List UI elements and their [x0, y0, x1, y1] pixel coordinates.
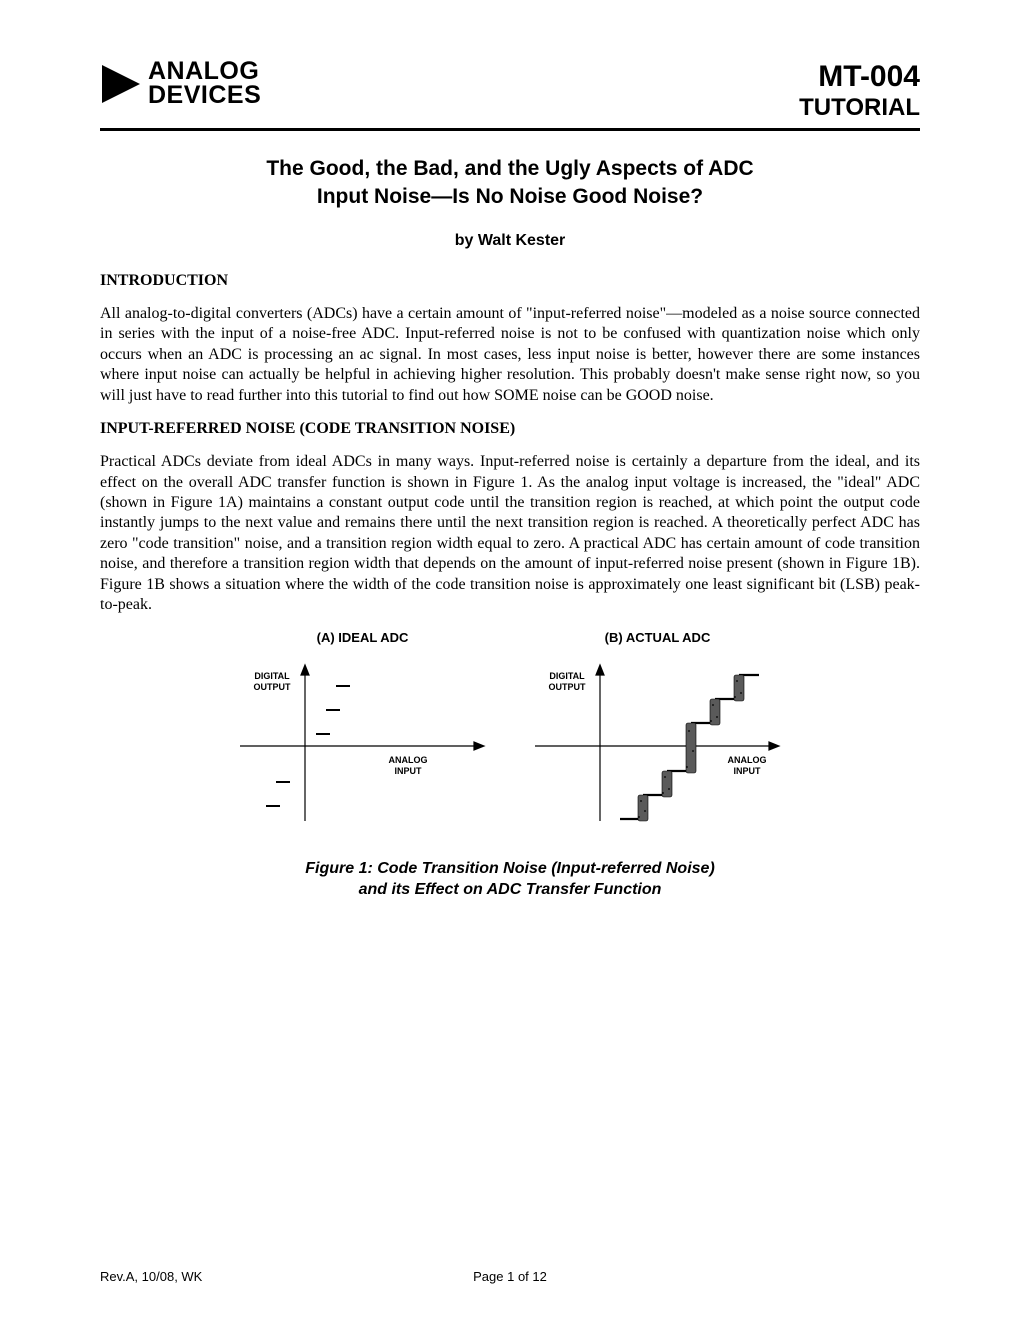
x-axis-label-l1: ANALOG	[389, 755, 428, 765]
y-axis-label-l1-b: DIGITAL	[549, 671, 585, 681]
y-axis-label-l1: DIGITAL	[254, 671, 290, 681]
y-axis-label-l2-b: OUTPUT	[549, 682, 587, 692]
brand-text: ANALOG DEVICES	[148, 60, 261, 108]
subplot-b: (B) ACTUAL ADC DIGITAL OUTPUT	[525, 630, 790, 841]
subplot-a-title: (A) IDEAL ADC	[230, 630, 495, 645]
doc-type: TUTORIAL	[799, 94, 920, 122]
section-heading-noise: INPUT-REFERRED NOISE (CODE TRANSITION NO…	[100, 420, 920, 438]
section-heading-intro: INTRODUCTION	[100, 272, 920, 290]
noisy-steps	[620, 675, 759, 821]
x-axis-label-l2: INPUT	[395, 766, 423, 776]
x-axis-label-l2-b: INPUT	[734, 766, 762, 776]
fig-caption-l1: Figure 1: Code Transition Noise (Input-r…	[305, 860, 715, 877]
footer-center: Page 1 of 12	[100, 1269, 920, 1284]
actual-adc-plot: DIGITAL OUTPUT	[525, 651, 790, 841]
section2-paragraph: Practical ADCs deviate from ideal ADCs i…	[100, 452, 920, 616]
brand-line2: DEVICES	[148, 84, 261, 108]
logo-triangle-icon	[100, 63, 142, 105]
y-axis-label-l2: OUTPUT	[254, 682, 292, 692]
subplot-b-title: (B) ACTUAL ADC	[525, 630, 790, 645]
ideal-adc-plot: DIGITAL OUTPUT ANALOG	[230, 651, 495, 841]
paper-title: The Good, the Bad, and the Ugly Aspects …	[100, 155, 920, 212]
page-header: ANALOG DEVICES MT-004 TUTORIAL	[100, 60, 920, 128]
subplot-a: (A) IDEAL ADC DIGITAL OUTPUT	[230, 630, 495, 841]
header-divider	[100, 128, 920, 131]
intro-paragraph: All analog-to-digital converters (ADCs) …	[100, 304, 920, 406]
x-axis-label-l1-b: ANALOG	[728, 755, 767, 765]
doc-id-block: MT-004 TUTORIAL	[799, 60, 920, 122]
doc-id: MT-004	[799, 60, 920, 94]
figure-caption: Figure 1: Code Transition Noise (Input-r…	[100, 859, 920, 901]
fig-caption-l2: and its Effect on ADC Transfer Function	[359, 881, 662, 898]
author-line: by Walt Kester	[100, 232, 920, 250]
title-line2: Input Noise—Is No Noise Good Noise?	[317, 185, 703, 208]
figure-1: (A) IDEAL ADC DIGITAL OUTPUT	[100, 630, 920, 841]
brand-logo: ANALOG DEVICES	[100, 60, 261, 108]
page-footer: Rev.A, 10/08, WK Page 1 of 12	[100, 1269, 920, 1284]
title-line1: The Good, the Bad, and the Ugly Aspects …	[266, 157, 753, 180]
